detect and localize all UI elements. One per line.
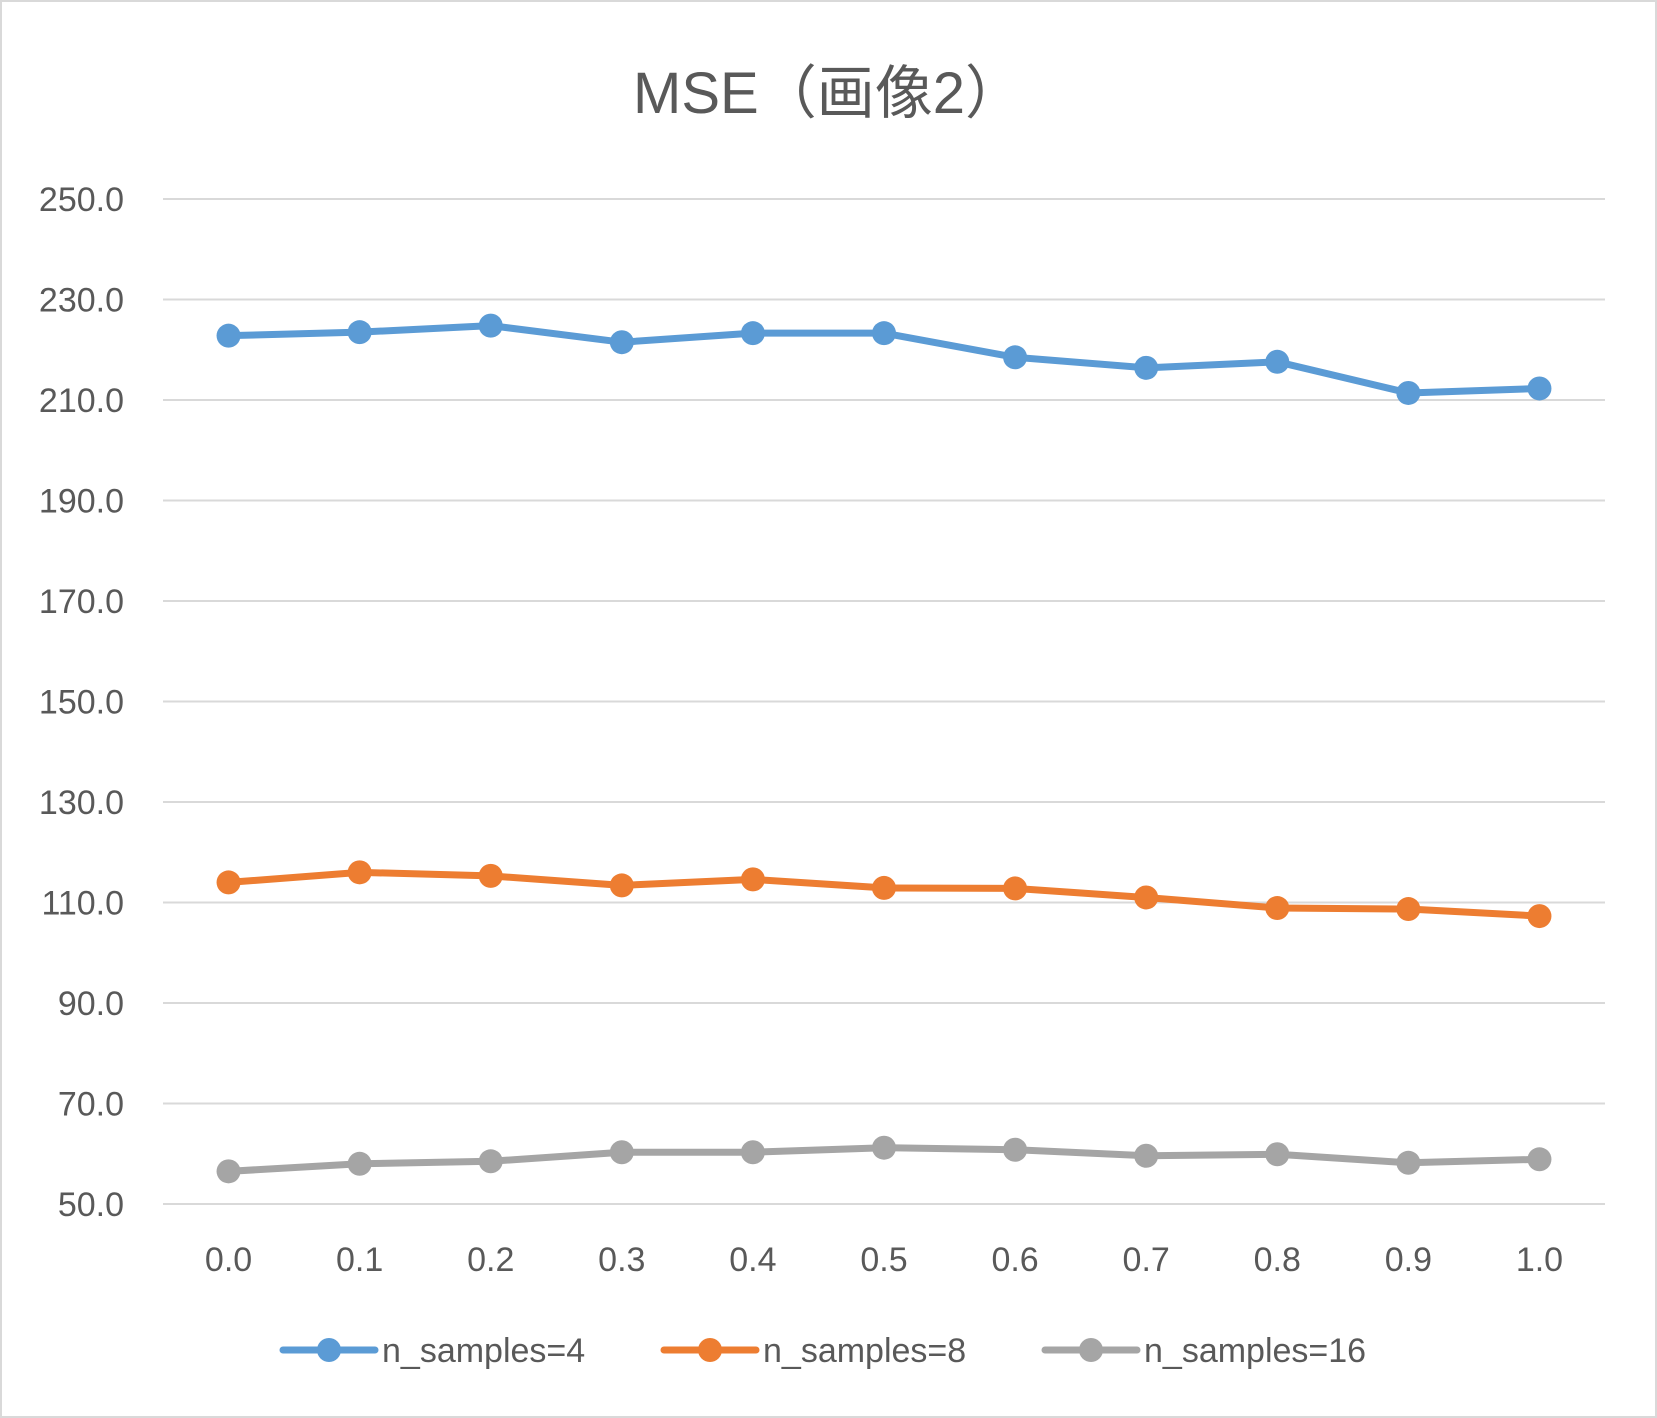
y-axis-ticks: 250.0 230.0 210.0 190.0 170.0 150.0 130.0 110.0… — [39, 181, 124, 1224]
data-point — [348, 860, 372, 884]
data-point — [741, 321, 765, 345]
series-2 — [217, 860, 1552, 928]
y-tick-label: 130.0 — [39, 784, 124, 822]
data-point — [872, 876, 896, 900]
y-tick-label: 250.0 — [39, 181, 124, 219]
legend-marker — [1079, 1338, 1103, 1362]
x-tick-label: 1.0 — [1516, 1241, 1563, 1279]
y-tick-label: 210.0 — [39, 382, 124, 420]
legend-label: n_samples=16 — [1144, 1332, 1366, 1370]
legend-item: n_samples=16 — [1045, 1332, 1366, 1370]
legend-marker — [317, 1338, 341, 1362]
x-tick-label: 0.5 — [860, 1241, 907, 1279]
series-1 — [217, 314, 1552, 405]
y-tick-label: 150.0 — [39, 684, 124, 722]
data-point — [741, 867, 765, 891]
data-point — [1265, 896, 1289, 920]
data-point — [610, 1140, 634, 1164]
x-tick-label: 0.7 — [1123, 1241, 1170, 1279]
x-tick-label: 0.4 — [729, 1241, 776, 1279]
data-point — [348, 320, 372, 344]
data-point — [872, 321, 896, 345]
data-point — [741, 1140, 765, 1164]
x-tick-label: 0.3 — [598, 1241, 645, 1279]
data-point — [1527, 904, 1551, 928]
y-tick-label: 110.0 — [41, 885, 124, 923]
data-point — [1265, 350, 1289, 374]
data-point — [610, 330, 634, 354]
legend-label: n_samples=8 — [763, 1332, 966, 1370]
y-tick-label: 190.0 — [39, 483, 124, 521]
data-point — [479, 314, 503, 338]
chart-title: MSE（画像2） — [633, 61, 1023, 126]
data-point — [217, 324, 241, 348]
x-axis-ticks: 0.0 0.1 0.2 0.3 0.4 0.5 0.6 0.7 0.8 0.9 1.0 — [205, 1241, 1563, 1279]
y-tick-label: 70.0 — [58, 1086, 124, 1124]
gridlines — [163, 199, 1605, 1204]
series-group — [217, 314, 1552, 1184]
legend-item: n_samples=8 — [664, 1332, 966, 1370]
data-point — [1134, 1144, 1158, 1168]
y-tick-label: 90.0 — [58, 985, 124, 1023]
data-point — [348, 1152, 372, 1176]
data-point — [479, 1149, 503, 1173]
data-point — [1527, 1147, 1551, 1171]
data-point — [1265, 1142, 1289, 1166]
legend-item: n_samples=4 — [283, 1332, 585, 1370]
data-point — [1134, 885, 1158, 909]
series-3 — [217, 1136, 1552, 1184]
legend-label: n_samples=4 — [382, 1332, 585, 1370]
x-tick-label: 0.1 — [336, 1241, 383, 1279]
y-tick-label: 230.0 — [39, 282, 124, 320]
data-point — [610, 873, 634, 897]
data-point — [217, 870, 241, 894]
data-point — [1003, 345, 1027, 369]
data-point — [1396, 897, 1420, 921]
x-tick-label: 0.2 — [467, 1241, 514, 1279]
x-tick-label: 0.0 — [205, 1241, 252, 1279]
data-point — [1003, 1138, 1027, 1162]
x-tick-label: 0.6 — [991, 1241, 1038, 1279]
legend-marker — [698, 1338, 722, 1362]
data-point — [217, 1159, 241, 1183]
data-point — [872, 1136, 896, 1160]
data-point — [1396, 381, 1420, 405]
x-tick-label: 0.8 — [1254, 1241, 1301, 1279]
data-point — [1003, 876, 1027, 900]
data-point — [1396, 1151, 1420, 1175]
data-point — [479, 864, 503, 888]
legend: n_samples=4 n_samples=8 n_samples=16 — [283, 1332, 1366, 1370]
x-tick-label: 0.9 — [1385, 1241, 1432, 1279]
y-tick-label: 170.0 — [39, 583, 124, 621]
data-point — [1134, 356, 1158, 380]
data-point — [1527, 376, 1551, 400]
y-tick-label: 50.0 — [58, 1186, 124, 1224]
